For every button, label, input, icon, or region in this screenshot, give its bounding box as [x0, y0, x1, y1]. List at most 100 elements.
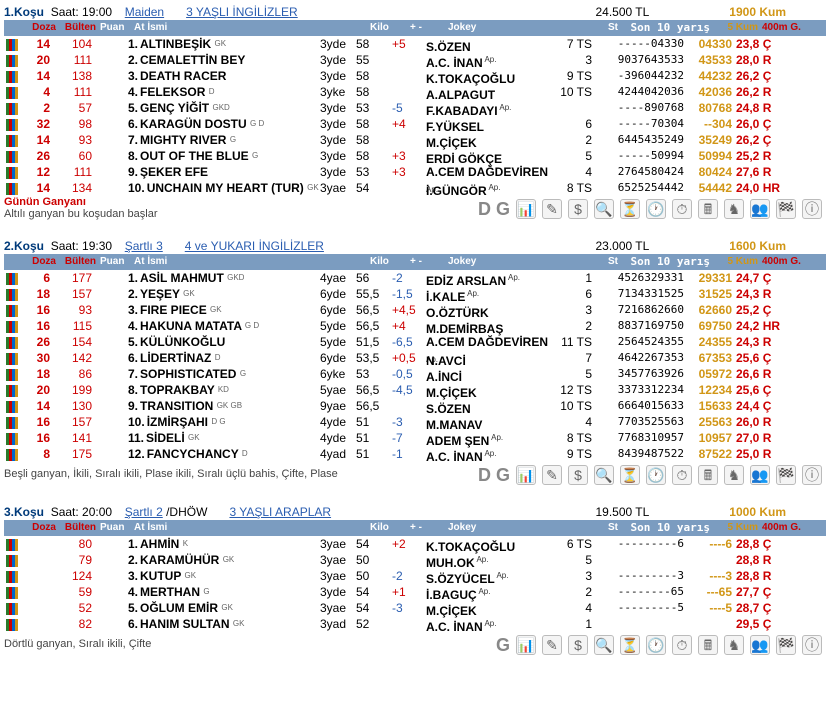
chart-icon[interactable] [4, 84, 20, 100]
horse-name[interactable]: 2.CEMALETTİN BEY [128, 52, 320, 68]
jockey-name[interactable]: A.CEM DAĞDEVİREN Ap. [426, 334, 556, 350]
jockey-name[interactable]: A.ALPAGUT [426, 84, 556, 100]
horse-name[interactable]: 6.HANIM SULTAN GK [128, 616, 320, 632]
tool-icon[interactable]: ⏳ [620, 635, 640, 655]
chart-icon[interactable] [4, 52, 20, 68]
tool-icon[interactable]: ♞ [724, 635, 744, 655]
race-cat2-link[interactable]: 4 ve YUKARI İNGİLİZLER [185, 238, 324, 254]
chart-icon[interactable] [4, 616, 20, 632]
jockey-name[interactable]: A.İNCİ [426, 366, 556, 382]
chart-icon[interactable] [4, 568, 20, 584]
tool-icon[interactable]: ⏳ [620, 199, 640, 219]
tool-icon[interactable]: 👥 [750, 199, 770, 219]
horse-name[interactable]: 8.TOPRAKBAY KD [128, 382, 320, 398]
horse-name[interactable]: 4.MERTHAN G [128, 584, 320, 600]
race-cat-link[interactable]: Maiden [125, 4, 164, 20]
horse-name[interactable]: 4.HAKUNA MATATA G D [128, 318, 320, 334]
tool-icon[interactable]: 📊 [516, 635, 536, 655]
jockey-name[interactable]: M.DEMİRBAŞ [426, 318, 556, 334]
horse-name[interactable]: 1.AHMİN K [128, 536, 320, 552]
chart-icon[interactable] [4, 100, 20, 116]
chart-icon[interactable] [4, 398, 20, 414]
jockey-name[interactable]: MUH.OK Ap. [426, 552, 556, 568]
tool-icon[interactable]: $ [568, 465, 588, 485]
tool-icon[interactable]: ⓘ [802, 465, 822, 485]
horse-name[interactable]: 9.TRANSITION GK GB [128, 398, 320, 414]
jockey-name[interactable]: K.TOKAÇOĞLU [426, 536, 556, 552]
jockey-name[interactable]: N.AVCİ [426, 350, 556, 366]
chart-icon[interactable] [4, 180, 20, 196]
tool-icon[interactable]: 👥 [750, 465, 770, 485]
horse-name[interactable]: 2.KARAMÜHÜR GK [128, 552, 320, 568]
horse-name[interactable]: 10.UNCHAIN MY HEART (TUR) GK [128, 180, 320, 196]
chart-icon[interactable] [4, 68, 20, 84]
jockey-name[interactable]: M.ÇİÇEK [426, 132, 556, 148]
horse-name[interactable]: 3.FIRE PIECE GK [128, 302, 320, 318]
horse-name[interactable]: 11.SİDELİ GK [128, 430, 320, 446]
tool-icon[interactable]: $ [568, 199, 588, 219]
horse-name[interactable]: 6.KARAGÜN DOSTU G D [128, 116, 320, 132]
jockey-name[interactable]: A.C. İNAN Ap. [426, 52, 556, 68]
chart-icon[interactable] [4, 270, 20, 286]
tool-icon[interactable]: ⏱ [672, 199, 692, 219]
horse-name[interactable]: 1.ASİL MAHMUT GKD [128, 270, 320, 286]
jockey-name[interactable]: F.KABADAYI Ap. [426, 100, 556, 116]
chart-icon[interactable] [4, 430, 20, 446]
jockey-name[interactable]: M.ÇİÇEK [426, 600, 556, 616]
tool-icon[interactable]: 🖩 [698, 199, 718, 219]
chart-icon[interactable] [4, 318, 20, 334]
chart-icon[interactable] [4, 600, 20, 616]
horse-name[interactable]: 5.KÜLÜNKOĞLU [128, 334, 320, 350]
tool-icon[interactable]: ⏱ [672, 465, 692, 485]
jockey-name[interactable]: İ.GÜNGÖR Ap. [426, 180, 556, 196]
chart-icon[interactable] [4, 286, 20, 302]
jockey-name[interactable]: F.YÜKSEL [426, 116, 556, 132]
tool-icon[interactable]: 🖩 [698, 635, 718, 655]
horse-name[interactable]: 6.LİDERTİNAZ D [128, 350, 320, 366]
tool-icon[interactable]: ⏱ [672, 635, 692, 655]
horse-name[interactable]: 12.FANCYCHANCY D [128, 446, 320, 462]
chart-icon[interactable] [4, 350, 20, 366]
horse-name[interactable]: 8.OUT OF THE BLUE G [128, 148, 320, 164]
tool-icon[interactable]: ⓘ [802, 635, 822, 655]
chart-icon[interactable] [4, 552, 20, 568]
chart-icon[interactable] [4, 584, 20, 600]
tool-icon[interactable]: 🔍 [594, 199, 614, 219]
horse-name[interactable]: 1.ALTINBEŞİK GK [128, 36, 320, 52]
tool-icon[interactable]: 🕐 [646, 635, 666, 655]
chart-icon[interactable] [4, 536, 20, 552]
chart-icon[interactable] [4, 414, 20, 430]
chart-icon[interactable] [4, 302, 20, 318]
tool-icon[interactable]: 🏁 [776, 635, 796, 655]
tool-icon[interactable]: 🕐 [646, 199, 666, 219]
chart-icon[interactable] [4, 446, 20, 462]
tool-icon[interactable]: ♞ [724, 199, 744, 219]
jockey-name[interactable]: ADEM ŞEN Ap. [426, 430, 556, 446]
tool-icon[interactable]: 🔍 [594, 465, 614, 485]
tool-icon[interactable]: 🖩 [698, 465, 718, 485]
chart-icon[interactable] [4, 116, 20, 132]
tool-icon[interactable]: 🕐 [646, 465, 666, 485]
chart-icon[interactable] [4, 132, 20, 148]
chart-icon[interactable] [4, 164, 20, 180]
race-cat-link[interactable]: Şartlı 3 [125, 238, 163, 254]
chart-icon[interactable] [4, 334, 20, 350]
tool-icon[interactable]: $ [568, 635, 588, 655]
race-cat2-link[interactable]: 3 YAŞLI İNGİLİZLER [186, 4, 298, 20]
jockey-name[interactable]: O.ÖZTÜRK [426, 302, 556, 318]
tool-icon[interactable]: ⏳ [620, 465, 640, 485]
horse-name[interactable]: 7.SOPHISTICATED G [128, 366, 320, 382]
jockey-name[interactable]: S.ÖZEN [426, 398, 556, 414]
jockey-name[interactable]: S.ÖZYÜCEL Ap. [426, 568, 556, 584]
jockey-name[interactable]: K.TOKAÇOĞLU [426, 68, 556, 84]
horse-name[interactable]: 2.YEŞEY GK [128, 286, 320, 302]
jockey-name[interactable]: A.C. İNAN Ap. [426, 446, 556, 462]
chart-icon[interactable] [4, 36, 20, 52]
jockey-name[interactable]: İ.BAGUÇ Ap. [426, 584, 556, 600]
horse-name[interactable]: 5.OĞLUM EMİR GK [128, 600, 320, 616]
race-cat2-link[interactable]: 3 YAŞLI ARAPLAR [229, 504, 331, 520]
horse-name[interactable]: 3.KUTUP GK [128, 568, 320, 584]
jockey-name[interactable]: M.ÇİÇEK [426, 382, 556, 398]
chart-icon[interactable] [4, 366, 20, 382]
tool-icon[interactable]: 🏁 [776, 199, 796, 219]
